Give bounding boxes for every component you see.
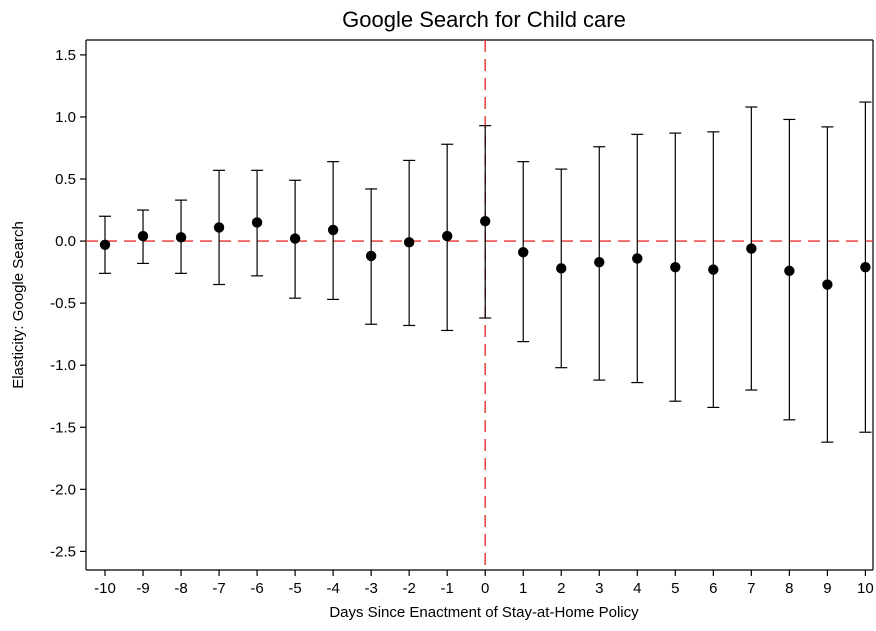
data-point — [632, 253, 643, 264]
x-tick-label: 10 — [857, 580, 874, 597]
y-tick-label: 0.0 — [55, 233, 76, 250]
x-tick-label: -6 — [250, 580, 263, 597]
data-point — [784, 265, 795, 277]
y-tick-label: -1.0 — [50, 357, 76, 374]
data-point — [556, 263, 567, 274]
data-point — [708, 264, 719, 275]
data-point — [822, 279, 833, 290]
x-tick-label: 0 — [481, 580, 489, 597]
y-tick-label: -2.0 — [50, 481, 76, 498]
data-point — [518, 247, 529, 258]
data-point — [403, 237, 415, 248]
x-tick-label: -5 — [288, 580, 301, 597]
data-point — [213, 222, 225, 233]
data-point — [175, 232, 187, 243]
data-point — [137, 230, 149, 242]
x-tick-label: -8 — [174, 580, 187, 597]
x-tick-label: -4 — [326, 580, 339, 597]
x-tick-label: -1 — [441, 580, 454, 597]
y-axis-label: Elasticity: Google Search — [10, 221, 27, 389]
x-tick-label: 7 — [747, 580, 755, 597]
x-tick-label: 9 — [823, 580, 831, 597]
data-point — [860, 261, 871, 273]
y-tick-label: -2.5 — [50, 543, 76, 560]
chart-title: Google Search for Child care — [342, 7, 626, 32]
data-point — [289, 233, 301, 244]
plot-area: 1.51.00.50.0-0.5-1.0-1.5-2.0-2.5-10 -9 -8-… — [50, 39, 874, 597]
data-point — [251, 217, 263, 228]
x-axis-label: Days Since Enactment of Stay-at-Home Pol… — [329, 604, 639, 621]
x-tick-label: -10 — [94, 580, 116, 597]
data-point — [365, 250, 377, 262]
x-tick-label: 2 — [557, 580, 565, 597]
y-tick-label: -1.5 — [50, 419, 76, 436]
x-tick-label: -9 — [136, 580, 149, 597]
data-point — [670, 261, 681, 273]
data-point — [441, 230, 453, 242]
data-point — [327, 224, 339, 236]
y-tick-label: 1.5 — [55, 47, 76, 64]
y-tick-label: 1.0 — [55, 109, 76, 126]
data-point — [99, 239, 111, 251]
x-tick-label: -7 — [212, 580, 225, 597]
data-point — [594, 256, 605, 268]
x-tick-label: -3 — [364, 580, 377, 597]
y-tick-label: 0.5 — [55, 171, 76, 188]
x-tick-label: 1 — [519, 580, 527, 597]
x-tick-label: 3 — [595, 580, 603, 597]
data-point — [746, 243, 757, 254]
data-point — [480, 216, 491, 227]
x-tick-label: 8 — [785, 580, 793, 597]
y-tick-label: -0.5 — [50, 295, 76, 312]
x-tick-label: 5 — [671, 580, 679, 597]
x-tick-label: 4 — [633, 580, 641, 597]
x-tick-label: -2 — [402, 580, 415, 597]
x-tick-label: 6 — [709, 580, 717, 597]
